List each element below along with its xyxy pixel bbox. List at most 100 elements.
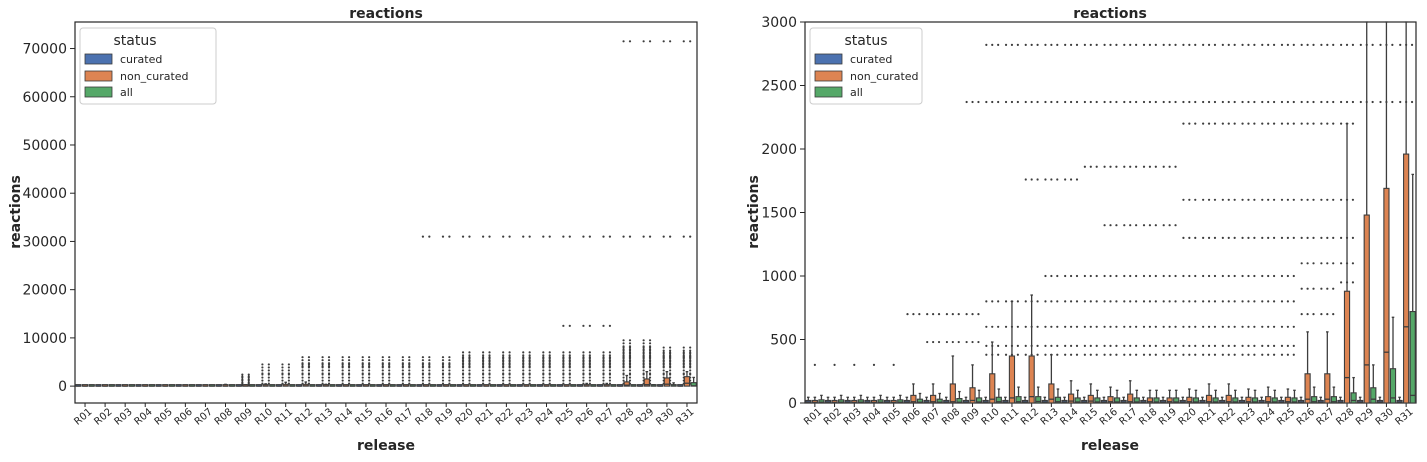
right-outlier-point: [1083, 353, 1086, 356]
left-box: [683, 376, 691, 387]
left-outlier-point: [562, 369, 565, 372]
left-legend-label-all: all: [120, 86, 133, 99]
right-outlier-point: [1115, 274, 1118, 278]
left-outlier-point: [682, 379, 685, 382]
left-outlier-point: [528, 376, 531, 379]
left-x-tick-label: R23: [514, 407, 536, 428]
left-outlier-point: [528, 235, 531, 238]
right-outlier-point: [1174, 224, 1177, 227]
left-outlier-point: [361, 372, 364, 375]
left-outlier-point: [307, 379, 311, 382]
right-outlier-point: [1340, 43, 1343, 46]
right-outlier-point: [1351, 281, 1355, 284]
right-outlier-point: [1188, 43, 1191, 46]
right-y-tick-label: 0: [788, 396, 797, 412]
right-outlier-point: [1142, 353, 1146, 356]
left-outlier-point: [301, 376, 304, 379]
right-outlier-point: [1253, 100, 1256, 104]
right-outlier-point: [1202, 353, 1205, 356]
right-legend-label-non-curated: non_curated: [850, 70, 919, 83]
left-outlier-point: [482, 354, 485, 357]
left-outlier-point: [662, 362, 665, 365]
right-outlier-point: [985, 100, 988, 104]
right-outlier-point: [1280, 236, 1284, 239]
right-outlier-point: [1241, 325, 1244, 328]
right-outlier-point: [1253, 344, 1256, 347]
right-outlier-point: [937, 313, 941, 316]
right-outlier-point: [1233, 236, 1236, 239]
right-outlier-point: [1044, 344, 1047, 347]
left-outlier-point: [622, 339, 625, 342]
right-outlier-point: [1332, 287, 1335, 290]
right-outlier-point: [1261, 198, 1264, 201]
left-outlier-point: [408, 356, 411, 359]
left-outlier-point: [381, 369, 384, 372]
right-x-tick-label: R07: [920, 407, 942, 428]
left-outlier-point: [548, 376, 551, 379]
right-outlier-point: [1168, 43, 1171, 46]
right-outlier-point: [957, 313, 960, 316]
left-outlier-point: [689, 357, 692, 360]
left-outlier-point: [341, 365, 344, 368]
right-box: [1113, 397, 1121, 404]
right-outlier-point: [945, 340, 949, 344]
right-outlier-point: [1253, 300, 1256, 303]
right-y-tick-label: 2000: [761, 142, 797, 158]
left-outlier-point: [622, 360, 625, 363]
left-outlier-point: [421, 356, 425, 359]
right-outlier-point: [1083, 325, 1086, 328]
right-outlier-point: [1202, 344, 1205, 347]
left-outlier-point: [689, 349, 692, 352]
left-outlier-point: [562, 379, 565, 382]
left-outlier-point: [341, 372, 344, 375]
right-outlier-point: [1162, 100, 1165, 104]
right-outlier-point: [1135, 224, 1138, 227]
left-x-tick-label: R17: [393, 407, 415, 428]
left-outlier-point: [488, 372, 491, 375]
right-x-tick-label: R25: [1275, 407, 1297, 428]
left-outlier-point: [428, 362, 431, 365]
right-outlier-point: [1075, 274, 1079, 278]
right-outlier-point: [1233, 325, 1236, 328]
left-y-axis-label: reactions: [8, 175, 24, 249]
left-outlier-point: [281, 376, 284, 379]
right-outlier-point: [1267, 198, 1270, 201]
right-boxes: [805, 21, 1416, 404]
right-x-tick-label: R18: [1137, 407, 1159, 428]
right-outlier-point: [1069, 178, 1073, 181]
right-outlier-point: [1306, 100, 1309, 104]
right-outlier-point: [1292, 325, 1295, 328]
right-outlier-point: [1194, 100, 1197, 104]
left-outlier-point: [588, 376, 591, 379]
left-outlier-point: [421, 235, 425, 238]
left-outlier-point: [642, 360, 645, 363]
left-outlier-point: [602, 372, 605, 375]
left-outlier-point: [622, 369, 625, 372]
right-x-tick-label: R03: [842, 407, 864, 428]
left-outlier-point: [428, 359, 431, 362]
right-chart-title: reactions: [1073, 6, 1147, 22]
left-outlier-point: [669, 365, 672, 368]
left-outlier-point: [307, 372, 311, 375]
left-outlier-point: [689, 360, 692, 363]
left-outlier-point: [622, 376, 625, 379]
left-outlier-point: [562, 372, 565, 375]
right-outlier-point: [991, 325, 994, 328]
right-outlier-point: [1044, 43, 1047, 46]
right-box: [1225, 394, 1232, 404]
left-outlier-point: [568, 360, 571, 363]
right-outlier-point: [1095, 165, 1098, 168]
left-outlier-point: [321, 365, 324, 368]
right-legend-swatch-non-curated: [814, 70, 843, 82]
right-outlier-point: [1095, 300, 1098, 303]
right-x-tick-label: R22: [1216, 407, 1238, 428]
left-y-tick-label: 0: [58, 379, 67, 395]
right-outlier-point: [1135, 165, 1138, 168]
right-outlier-point: [1188, 300, 1191, 303]
right-outlier-point: [1371, 43, 1374, 46]
right-outlier-point: [977, 340, 980, 344]
right-x-tick-label: R15: [1078, 407, 1100, 428]
right-outlier-point: [1340, 122, 1343, 125]
right-outlier-point: [1227, 274, 1230, 278]
right-outlier-point: [1365, 43, 1368, 46]
